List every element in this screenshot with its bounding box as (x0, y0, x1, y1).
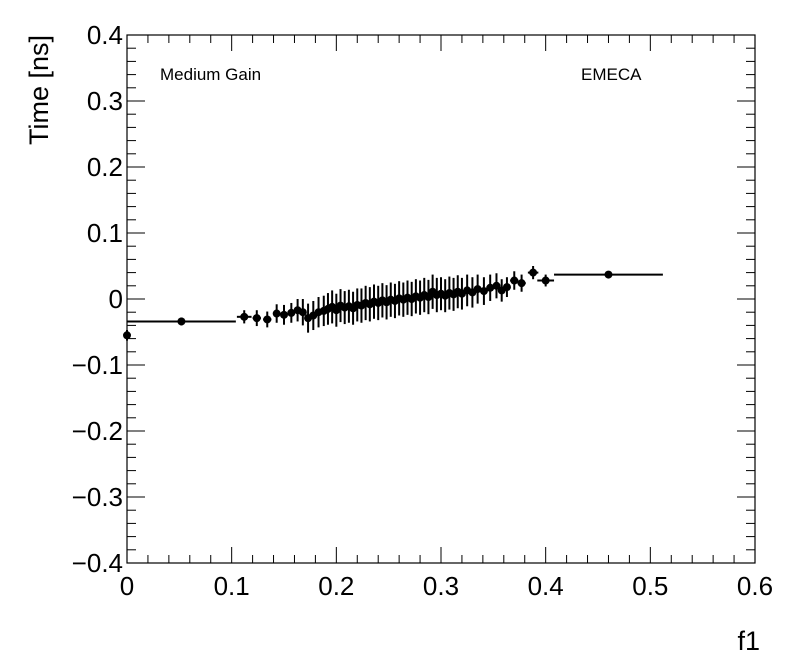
y-tick-label: 0.2 (87, 152, 123, 182)
point-marker (287, 308, 296, 317)
data-point (502, 277, 511, 298)
point-marker (604, 270, 613, 279)
data-point (537, 274, 555, 287)
point-marker (252, 314, 261, 323)
y-tick-label: 0.3 (87, 86, 123, 116)
data-point (127, 317, 236, 326)
point-marker (177, 317, 186, 326)
annotation-medium-gain: Medium Gain (160, 65, 261, 84)
x-tick-label: 0.2 (318, 571, 354, 601)
data-point (517, 274, 526, 292)
y-tick-label: −0.2 (72, 416, 123, 446)
x-tick-label: 0.4 (528, 571, 564, 601)
point-marker (502, 283, 511, 292)
data-point (298, 299, 307, 326)
point-marker (510, 276, 519, 285)
data-point (332, 293, 341, 327)
point-marker (541, 276, 550, 285)
data-point (123, 330, 131, 341)
point-marker (492, 281, 501, 290)
data-point (486, 274, 495, 301)
data-point (554, 270, 663, 279)
data-point (527, 266, 539, 280)
x-tick-label: 0.5 (632, 571, 668, 601)
data-point (252, 310, 261, 327)
data-point (263, 311, 272, 328)
point-marker (123, 331, 131, 340)
data-point (287, 302, 296, 323)
x-axis-title: f1 (737, 626, 760, 656)
y-tick-label: 0.4 (87, 20, 123, 50)
data-point (309, 300, 318, 331)
point-marker (529, 268, 538, 277)
point-marker (479, 287, 488, 296)
axis-ticks (126, 34, 756, 564)
data-point (497, 279, 506, 302)
point-marker (517, 279, 526, 288)
annotation-emeca: EMECA (581, 65, 642, 84)
point-marker (272, 309, 281, 318)
point-marker (486, 283, 495, 292)
point-marker (240, 312, 249, 321)
y-tick-label: −0.4 (72, 548, 123, 578)
point-marker (263, 315, 272, 324)
data-point (272, 304, 281, 323)
x-tick-label: 0.1 (214, 571, 250, 601)
data-point (424, 279, 433, 315)
data-point (280, 304, 288, 325)
data-point (479, 277, 488, 305)
data-point (510, 271, 519, 290)
data-points (123, 266, 663, 341)
data-point (492, 273, 501, 299)
x-tick-label: 0.6 (737, 571, 773, 601)
data-point (441, 279, 450, 313)
y-tick-label: −0.1 (72, 350, 123, 380)
data-point (236, 310, 252, 324)
point-marker (473, 285, 482, 294)
y-tick-label: −0.3 (72, 482, 123, 512)
y-tick-label: 0 (109, 284, 123, 314)
point-marker (298, 308, 307, 317)
data-point (457, 277, 466, 310)
x-tick-label: 0.3 (423, 571, 459, 601)
y-axis-title: Time [ns] (24, 35, 54, 145)
axis-tick-labels: 0 0.1 0.2 0.3 0.4 0.5 0.6 −0.4 −0.3 −0.2 −0.1 0 0.1 0… (72, 20, 773, 601)
data-point (473, 274, 482, 304)
y-tick-label: 0.1 (87, 218, 123, 248)
x-tick-label: 0 (120, 571, 134, 601)
point-marker (280, 310, 288, 319)
data-point (336, 289, 345, 323)
data-point (468, 277, 477, 308)
